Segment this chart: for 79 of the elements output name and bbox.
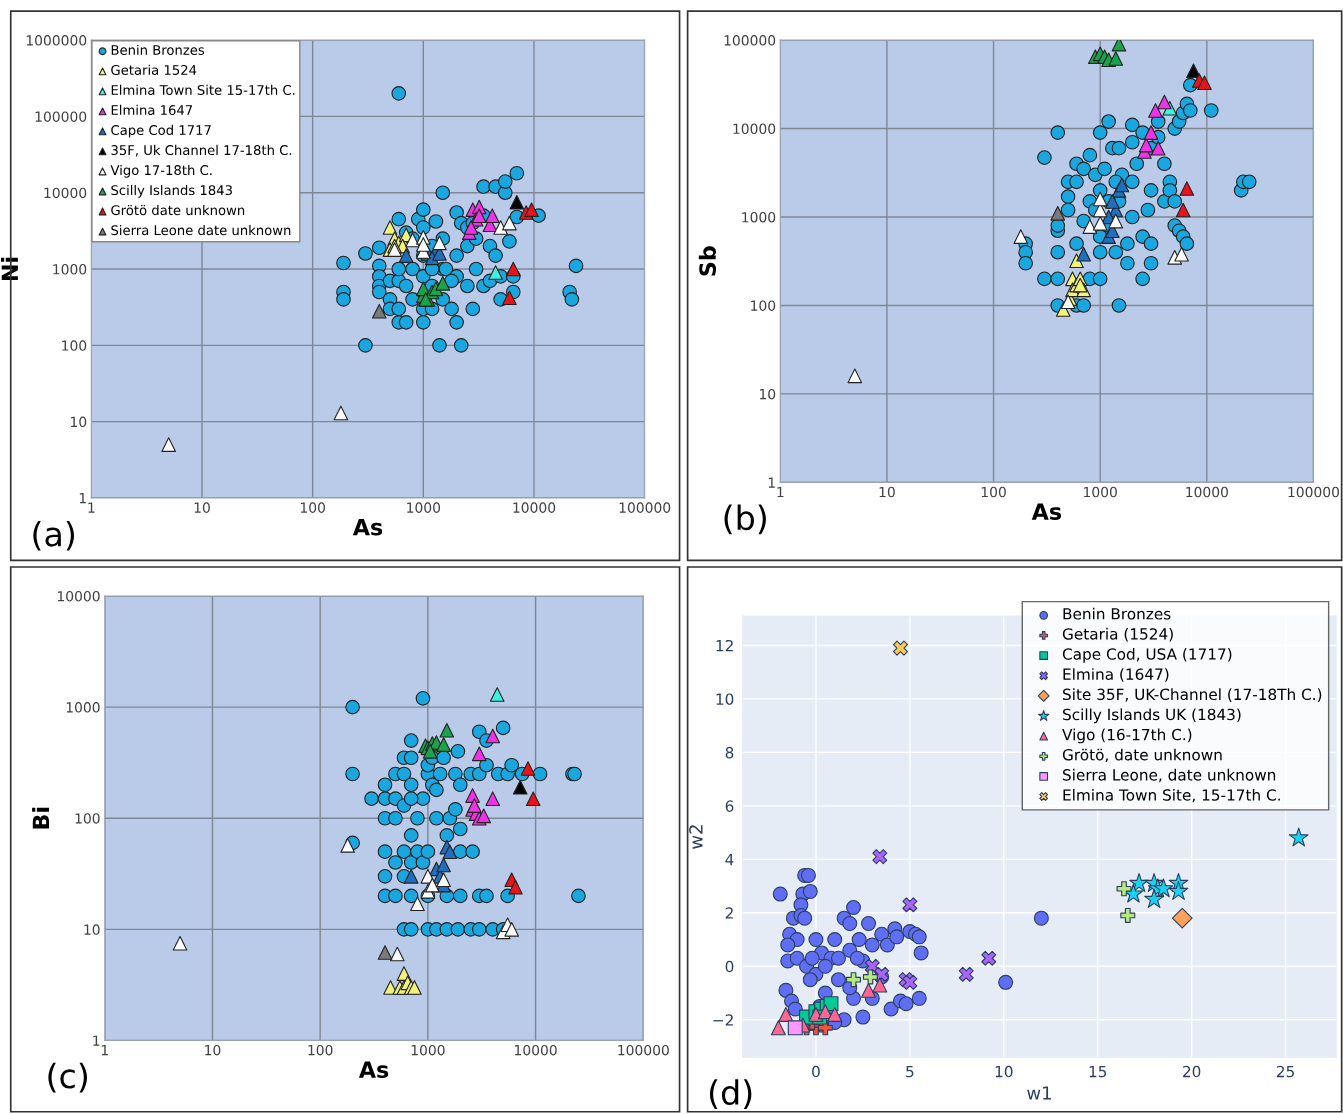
- y-axis-title: Bi: [32, 807, 49, 829]
- legend-label: Getaria (1524): [1062, 627, 1173, 642]
- x-tick-label: 100000: [619, 502, 671, 513]
- legend-label: Elmina Town Site 15-17th C.: [111, 84, 295, 95]
- x-tick-label: 1: [101, 1045, 108, 1056]
- y-tick-label: 1: [768, 477, 775, 488]
- x-tick-label: 10000: [1186, 486, 1228, 498]
- legend-label: 35F, Uk Channel 17-18th C.: [111, 144, 292, 157]
- y-tick-label: 1000: [53, 264, 87, 275]
- y-tick-label: 10: [71, 416, 87, 428]
- x-tick-label: 10000: [513, 502, 556, 513]
- y-tick-label: 6: [725, 800, 734, 812]
- legend-label: Grötö date unknown: [111, 204, 245, 216]
- y-tick-label: 10: [84, 924, 100, 935]
- y-tick-label: 10: [759, 388, 776, 400]
- x-tick-label: 1: [777, 486, 784, 498]
- legend-label: Vigo (16-17th C.): [1062, 728, 1192, 744]
- legend-label: Scilly Islands UK (1843): [1063, 708, 1241, 724]
- legend-label: Site 35F, UK-Channel (17-18Th C.): [1063, 688, 1322, 702]
- x-tick-label: 100: [981, 486, 1006, 498]
- y-axis-title: Sb: [698, 246, 717, 276]
- y-tick-label: 12: [716, 639, 733, 652]
- x-tick-label: 10: [194, 502, 210, 513]
- x-tick-label: 100: [308, 1044, 333, 1056]
- legend-label: Benin Bronzes: [111, 44, 205, 55]
- legend-label: Cape Cod 1717: [111, 124, 211, 138]
- y-tick-label: −2: [713, 1014, 733, 1026]
- y-tick-label: 2: [725, 907, 733, 919]
- y-tick-label: 100: [62, 340, 87, 351]
- legend-label: Benin Bronzes: [1063, 607, 1171, 620]
- y-tick-label: 100000: [35, 111, 87, 122]
- legend-label: Sierra Leone, date unknown: [1063, 768, 1276, 783]
- x-tick-label: 25: [1276, 1065, 1294, 1078]
- legend-label: Elmina (1647): [1063, 668, 1169, 682]
- legend-label: Grötö, date unknown: [1062, 748, 1222, 763]
- x-tick-label: 1000: [411, 1044, 445, 1056]
- y-tick-label: 1000000: [26, 35, 87, 46]
- x-tick-label: 10000: [515, 1044, 557, 1056]
- x-axis-title: As: [352, 519, 383, 536]
- x-axis-title: As: [358, 1061, 389, 1079]
- y-tick-label: 4: [725, 854, 734, 866]
- y-tick-label: 10000: [57, 590, 100, 602]
- y-tick-label: 1: [93, 1035, 100, 1046]
- legend-label: Cape Cod, USA (1717): [1062, 648, 1232, 663]
- text: (d): [709, 1079, 752, 1109]
- legend-label: Elmina 1647: [111, 104, 193, 116]
- y-tick-label: 100: [751, 300, 776, 311]
- y-tick-label: 8: [725, 746, 734, 759]
- text: (b): [724, 504, 766, 535]
- x-tick-label: 10: [205, 1044, 221, 1056]
- x-tick-label: 0: [812, 1065, 820, 1078]
- y-tick-label: 10000: [733, 123, 776, 135]
- text: (a): [33, 520, 75, 551]
- y-tick-label: 100000: [724, 35, 776, 46]
- y-axis-title: w2: [689, 825, 703, 849]
- x-tick-label: 100: [300, 502, 325, 513]
- y-tick-label: 0: [725, 960, 734, 973]
- x-tick-label: 1000: [407, 502, 441, 513]
- legend-label: Elmina Town Site, 15-17th C.: [1063, 788, 1280, 803]
- x-tick-label: 5: [906, 1065, 914, 1078]
- y-tick-label: 1000: [742, 211, 776, 223]
- x-tick-label: 100000: [1288, 486, 1340, 498]
- y-tick-label: 10: [716, 693, 734, 705]
- x-tick-label: 15: [1089, 1065, 1107, 1078]
- x-tick-label: 20: [1183, 1065, 1201, 1078]
- y-tick-label: 1000: [66, 702, 100, 713]
- x-tick-label: 1000: [1084, 486, 1117, 498]
- text: (c): [48, 1062, 87, 1093]
- x-tick-label: 10: [995, 1065, 1013, 1078]
- x-tick-label: 100000: [618, 1044, 669, 1056]
- x-tick-label: 10: [879, 486, 895, 498]
- legend-label: Getaria 1524: [111, 64, 197, 75]
- legend-label: Scilly Islands 1843: [111, 184, 232, 198]
- legend-label: Vigo 17-18th C.: [110, 164, 212, 178]
- legend-label: Sierra Leone date unknown: [111, 224, 291, 236]
- x-axis-title: w1: [1027, 1086, 1051, 1100]
- y-tick-label: 100: [75, 813, 100, 824]
- y-tick-label: 10000: [44, 187, 87, 199]
- x-axis-title: As: [1031, 503, 1062, 520]
